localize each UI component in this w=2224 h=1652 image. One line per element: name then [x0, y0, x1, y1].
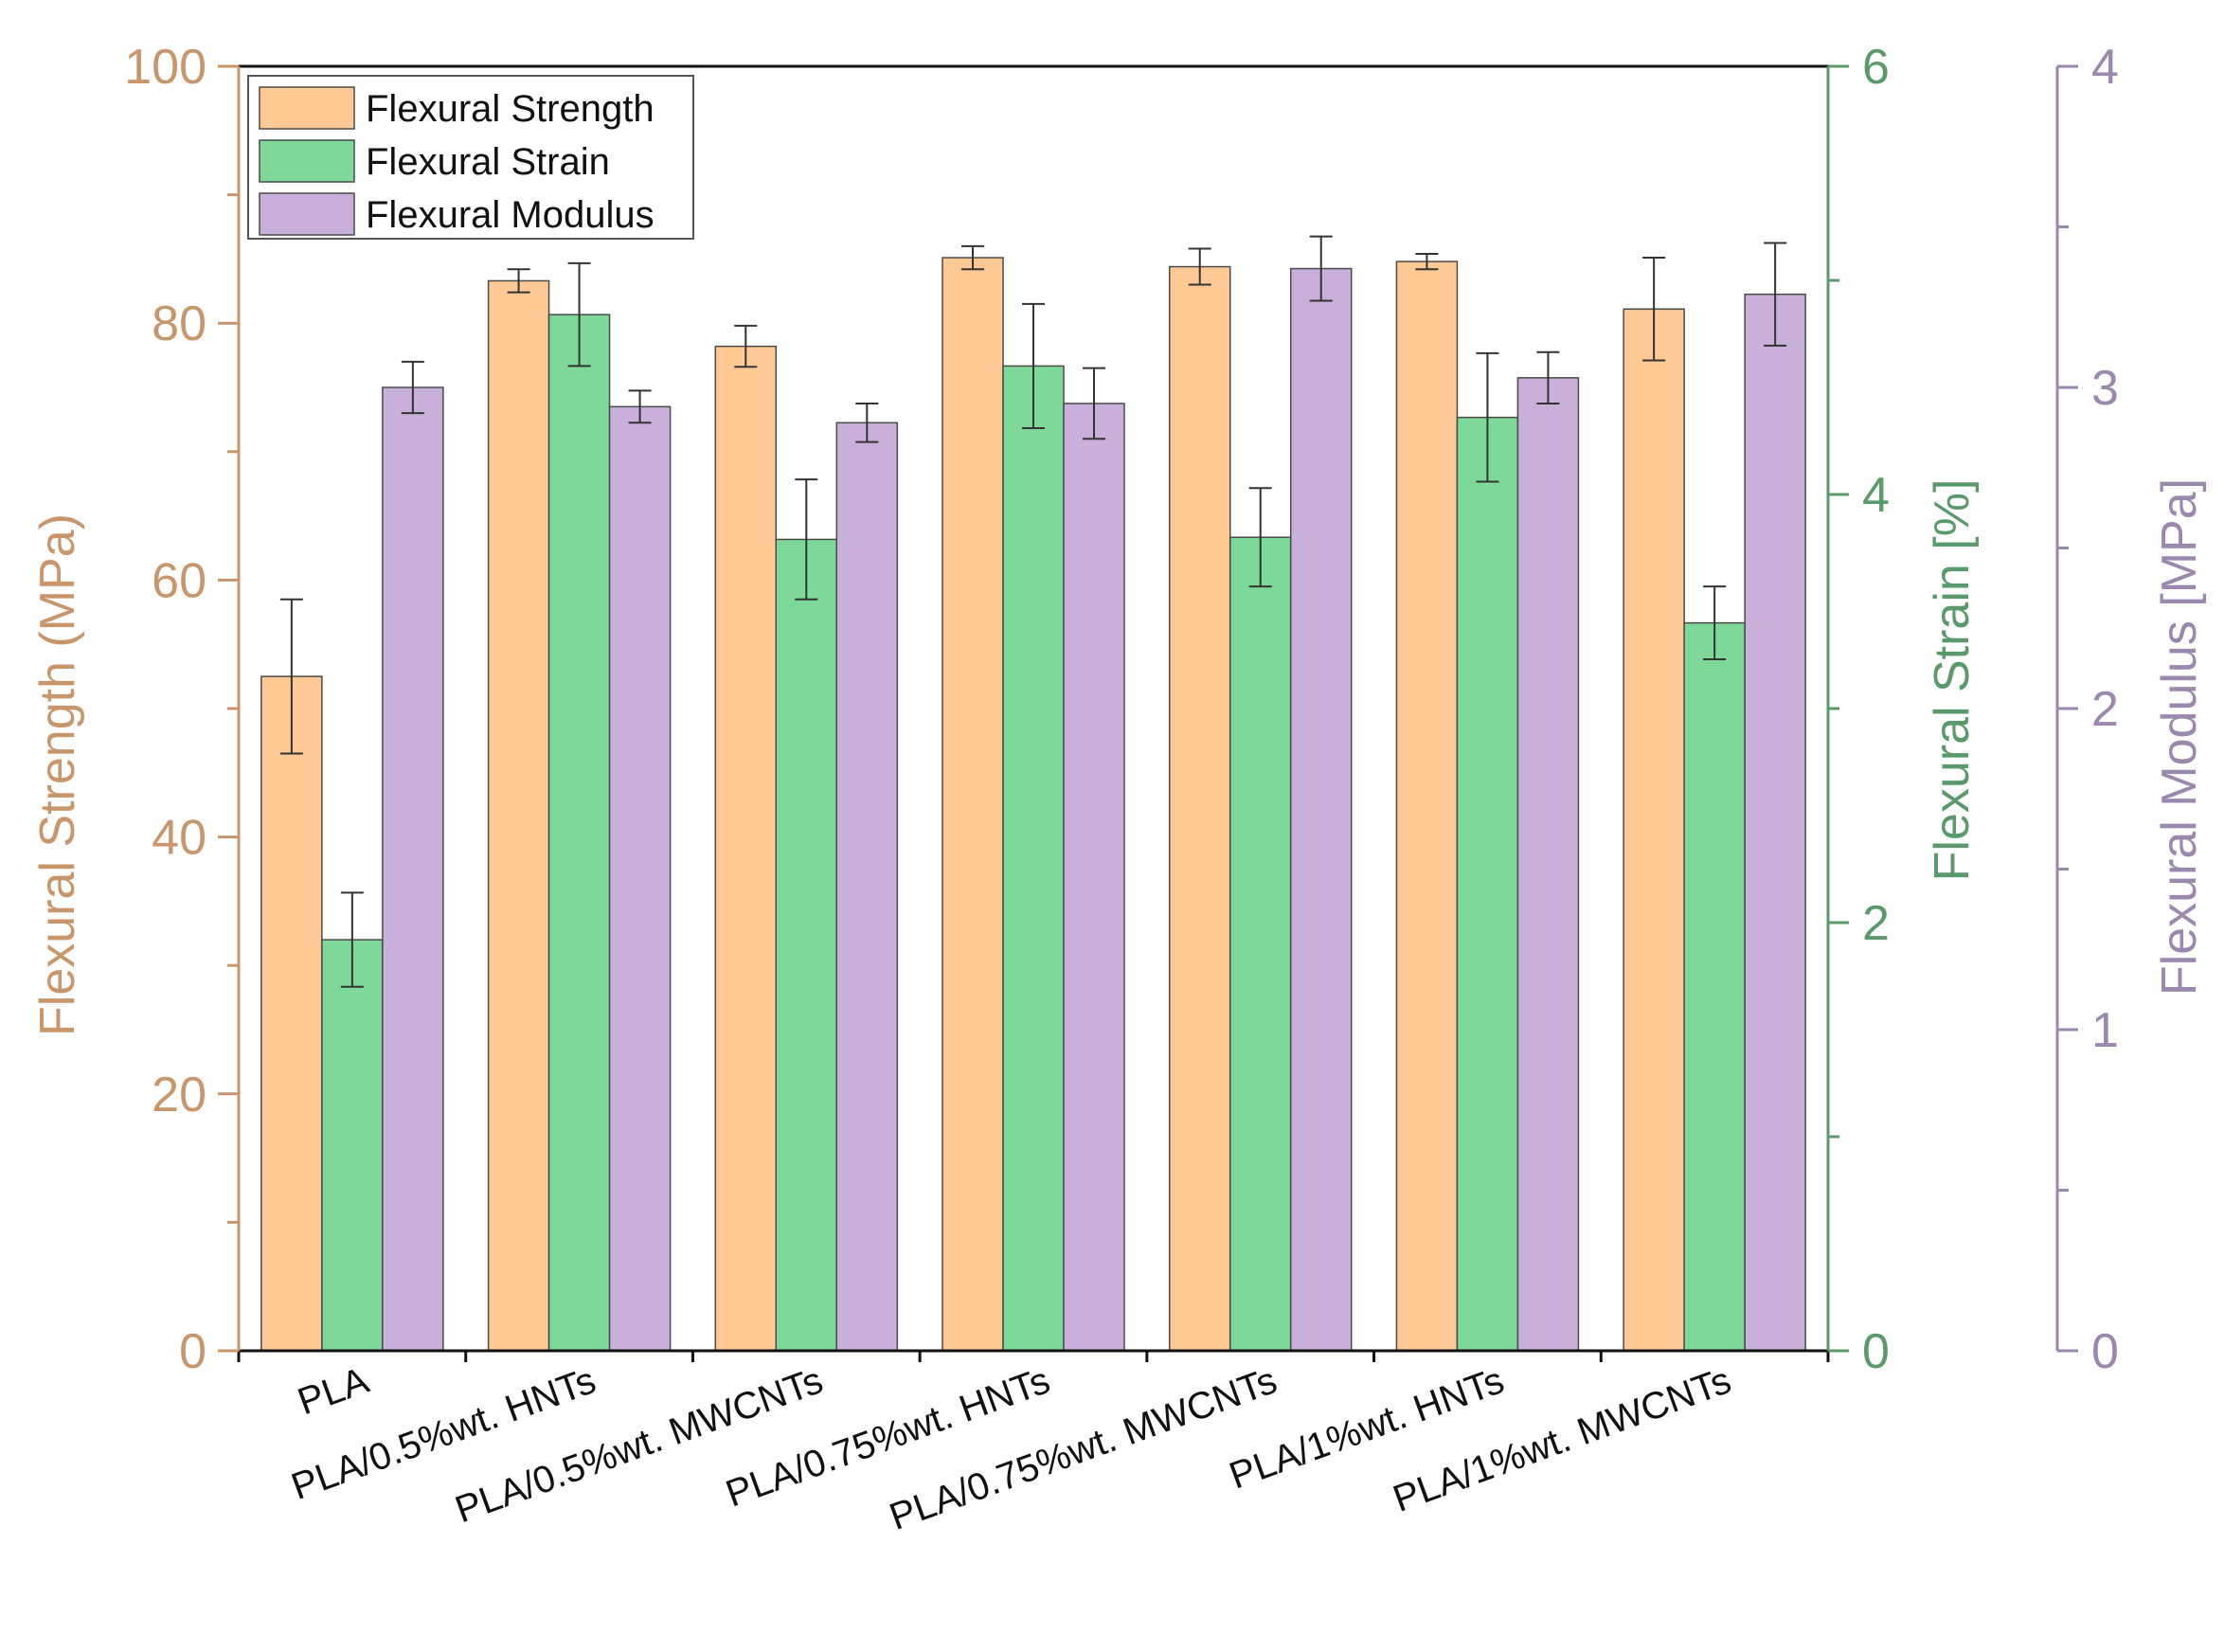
left-tick-label: 80 — [152, 296, 206, 351]
strain-tick-label: 0 — [1862, 1324, 1890, 1379]
error-bar-flexural-modulus-4 — [1309, 235, 1333, 302]
legend-label-flexural-strength: Flexural Strength — [366, 88, 655, 130]
bar-flexural-strain-1 — [547, 314, 611, 1352]
legend: Flexural Strength Flexural Strain Flexural… — [247, 75, 694, 240]
error-bar-flexural-strain-4 — [1248, 487, 1272, 588]
legend-swatch-flexural-strength — [259, 86, 355, 130]
bars-layer — [260, 235, 1806, 1352]
bar-flexural-modulus-5 — [1516, 377, 1580, 1352]
bar-flexural-strength-2 — [714, 345, 778, 1352]
error-bar-flexural-modulus-3 — [1083, 367, 1105, 440]
error-bar-flexural-modulus-2 — [855, 402, 879, 443]
error-bar-flexural-strength-4 — [1188, 247, 1211, 286]
error-bar-flexural-strain-5 — [1476, 351, 1499, 483]
bar-flexural-strain-6 — [1683, 621, 1746, 1352]
modulus-tick-label: 4 — [2091, 40, 2119, 95]
bar-flexural-strain-0 — [321, 939, 384, 1352]
left-tick-label: 20 — [152, 1068, 206, 1122]
error-bar-flexural-strain-0 — [340, 891, 364, 988]
bar-flexural-modulus-1 — [608, 405, 672, 1352]
legend-label-flexural-strain: Flexural Strain — [366, 141, 610, 183]
modulus-tick-label: 0 — [2091, 1324, 2119, 1379]
left-tick-label: 40 — [152, 811, 206, 866]
strain-tick-label: 2 — [1862, 896, 1890, 951]
left-axis: 0 20 40 60 80 100 Flexural Strength (MPa) — [30, 40, 241, 1379]
bar-flexural-modulus-3 — [1063, 403, 1125, 1352]
strain-tick-label: 4 — [1862, 468, 1890, 523]
bar-flexural-strength-1 — [487, 279, 550, 1352]
bar-flexural-strength-4 — [1168, 265, 1231, 1352]
error-bar-flexural-strength-5 — [1415, 252, 1439, 271]
category-label: PLA — [293, 1359, 374, 1423]
error-bar-flexural-strain-2 — [795, 478, 818, 601]
error-bar-flexural-modulus-0 — [401, 360, 424, 415]
plot-frame — [237, 64, 1830, 1362]
left-axis-title: Flexural Strength (MPa) — [30, 513, 85, 1036]
bar-flexural-strength-5 — [1395, 260, 1459, 1352]
error-bar-flexural-strength-0 — [279, 598, 303, 755]
bar-flexural-modulus-0 — [382, 386, 444, 1352]
right-axis-modulus: 0 1 2 3 4 Flexural Modulus [MPa] — [2055, 40, 2207, 1379]
error-bar-flexural-modulus-6 — [1764, 242, 1787, 347]
category-label: PLA/0.5%wt. MWCNTs — [450, 1359, 828, 1531]
right-axis-strain: 0 2 4 6 Flexural Strain [%] — [1826, 40, 1980, 1379]
bar-flexural-strain-2 — [775, 538, 838, 1352]
modulus-tick-label: 3 — [2091, 361, 2119, 416]
error-bar-flexural-strain-6 — [1703, 585, 1727, 661]
error-bar-flexural-strength-6 — [1642, 257, 1666, 362]
error-bar-flexural-strength-2 — [734, 324, 758, 368]
error-bar-flexural-modulus-1 — [628, 389, 652, 424]
error-bar-flexural-strain-3 — [1022, 302, 1045, 429]
legend-label-flexural-modulus: Flexural Modulus — [366, 194, 655, 236]
error-bar-flexural-strength-1 — [507, 268, 530, 294]
bar-flexural-strength-3 — [942, 257, 1004, 1352]
left-tick-label: 100 — [124, 40, 206, 95]
bar-flexural-strain-3 — [1002, 365, 1065, 1352]
left-tick-label: 60 — [152, 553, 206, 608]
modulus-tick-label: 2 — [2091, 682, 2119, 737]
bar-flexural-modulus-4 — [1289, 267, 1353, 1352]
left-tick-label: 0 — [179, 1324, 206, 1379]
error-bar-flexural-modulus-5 — [1536, 350, 1560, 404]
modulus-axis-title: Flexural Modulus [MPa] — [2152, 478, 2207, 996]
strain-tick-label: 6 — [1862, 40, 1890, 95]
modulus-tick-label: 1 — [2091, 1003, 2119, 1058]
bar-flexural-modulus-2 — [835, 422, 899, 1352]
bar-flexural-strength-6 — [1623, 308, 1685, 1352]
bar-flexural-strength-0 — [260, 675, 323, 1352]
legend-swatch-flexural-modulus — [259, 192, 355, 236]
bar-flexural-strain-5 — [1456, 416, 1519, 1352]
legend-swatch-flexural-strain — [259, 139, 355, 183]
category-label: PLA/0.75%wt. MWCNTs — [885, 1359, 1282, 1538]
error-bar-flexural-strain-1 — [567, 261, 591, 368]
bar-flexural-strain-4 — [1229, 536, 1292, 1352]
bar-flexural-modulus-6 — [1744, 293, 1806, 1352]
error-bar-flexural-strength-3 — [961, 244, 984, 271]
strain-axis-title: Flexural Strain [%] — [1925, 479, 1980, 882]
